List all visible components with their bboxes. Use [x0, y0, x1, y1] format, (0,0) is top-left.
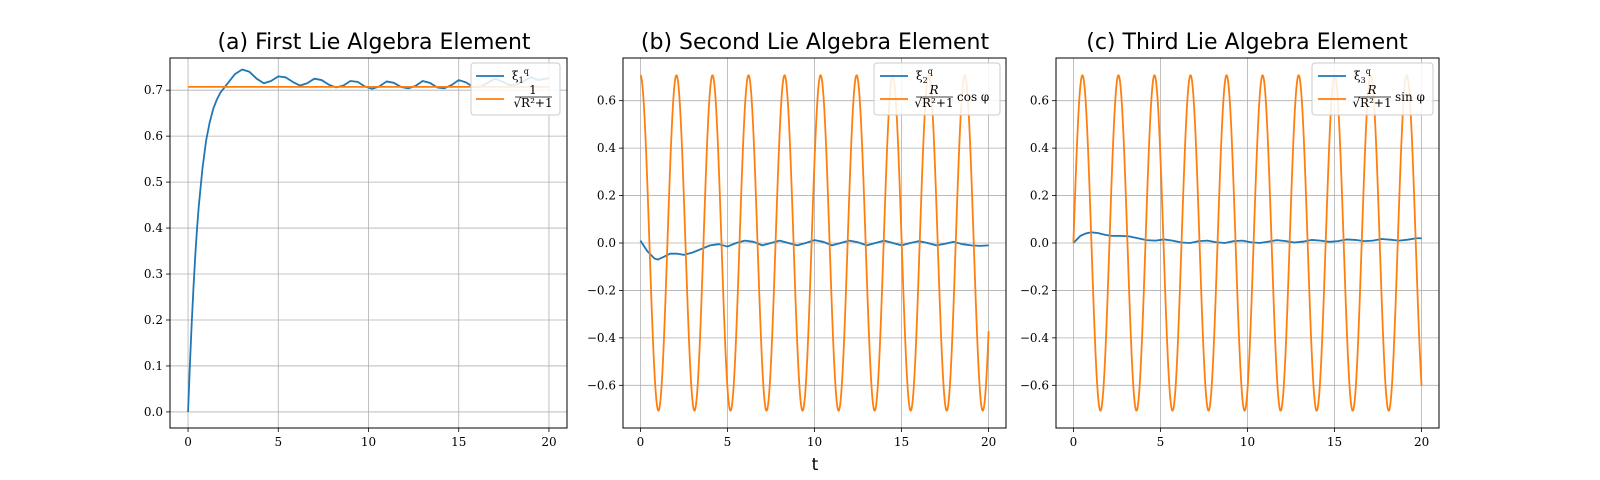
tick-labels: 0 5 10 15 20 0.0 0.1 0.2 0.3 0.4 0.5 0.6 0.7	[144, 83, 557, 449]
x-tick-label: 20	[981, 435, 996, 449]
svg-text:cos φ: cos φ	[957, 90, 989, 104]
x-tick-label: 10	[807, 435, 822, 449]
y-tick-label: 0.2	[144, 313, 163, 327]
y-tick-label: −0.4	[587, 331, 617, 345]
grid	[623, 58, 1006, 428]
y-tick-label: −0.2	[1020, 283, 1049, 297]
x-tick-label: 10	[361, 435, 376, 449]
y-tick-label: −0.2	[587, 283, 616, 297]
x-tick-label: 10	[1240, 435, 1255, 449]
y-tick-label: −0.4	[1020, 331, 1050, 345]
y-tick-label: 0.0	[1030, 236, 1049, 250]
y-tick-label: 0.2	[597, 189, 616, 203]
x-tick-label: 5	[274, 435, 282, 449]
x-tick-label: 0	[637, 435, 645, 449]
tick-labels: 0 5 10 15 20 −0.6 −0.4 −0.2 0.0 0.2 0.4 0.6	[587, 94, 996, 449]
y-tick-label: 0.0	[597, 236, 616, 250]
x-tick-label: 20	[541, 435, 556, 449]
series-line-1	[1072, 231, 1422, 244]
y-tick-label: 0.0	[144, 405, 163, 419]
subplot-c: (c) Third Lie Algebra Element 0 5 10 15 20 −0…	[1020, 30, 1440, 449]
y-tick-label: 0.5	[144, 175, 163, 189]
series-line-1	[639, 239, 989, 261]
y-tick-label: 0.6	[1030, 94, 1049, 108]
x-tick-label: 0	[184, 435, 192, 449]
legend: ξ3q R √R²+1 sin φ	[1311, 62, 1434, 116]
y-tick-label: 0.3	[144, 267, 163, 281]
series-group	[1072, 74, 1423, 412]
subplot-b: (b) Second Lie Algebra Element 0 5 10 15 20 −…	[587, 30, 1007, 475]
svg-text:√R²+1: √R²+1	[513, 96, 552, 110]
y-tick-label: 0.7	[144, 83, 163, 97]
svg-text:R: R	[928, 83, 938, 97]
legend-label-inv-norm: 1 √R²+1	[513, 83, 552, 110]
svg-text:sin φ: sin φ	[1395, 90, 1425, 104]
legend: ξ2q R √R²+1 cos φ	[873, 62, 1001, 116]
svg-text:1: 1	[529, 83, 537, 97]
y-tick-label: 0.6	[597, 94, 616, 108]
svg-text:R: R	[1366, 83, 1376, 97]
legend: ξ1q 1 √R²+1	[470, 62, 561, 116]
y-tick-label: −0.6	[1020, 378, 1049, 392]
y-tick-label: 0.4	[597, 141, 616, 155]
subplot-title: (a) First Lie Algebra Element	[217, 30, 530, 55]
svg-text:√R²+1: √R²+1	[1352, 96, 1391, 110]
series-line-2	[1072, 74, 1423, 412]
x-tick-label: 5	[724, 435, 732, 449]
x-tick-label: 15	[451, 435, 466, 449]
x-tick-label: 0	[1070, 435, 1078, 449]
x-tick-label: 15	[894, 435, 909, 449]
y-tick-label: 0.4	[144, 221, 163, 235]
x-tick-label: 5	[1157, 435, 1165, 449]
x-axis-label: t	[812, 455, 819, 475]
subplot-a: (a) First Lie Algebra Element 0 5 10 15 20 0.…	[144, 30, 568, 449]
legend-label-cos: R √R²+1 cos φ	[914, 83, 989, 110]
y-tick-label: 0.2	[1030, 189, 1049, 203]
grid	[1056, 58, 1439, 428]
tick-labels: 0 5 10 15 20 −0.6 −0.4 −0.2 0.0 0.2 0.4 0.6	[1020, 94, 1429, 449]
y-tick-label: −0.6	[587, 378, 616, 392]
x-tick-label: 20	[1414, 435, 1429, 449]
y-tick-label: 0.4	[1030, 141, 1049, 155]
y-tick-label: 0.1	[144, 359, 163, 373]
subplot-title: (b) Second Lie Algebra Element	[641, 30, 990, 55]
svg-text:√R²+1: √R²+1	[914, 96, 953, 110]
legend-label-sin: R √R²+1 sin φ	[1352, 83, 1425, 110]
x-tick-label: 15	[1327, 435, 1342, 449]
subplot-title: (c) Third Lie Algebra Element	[1086, 30, 1408, 55]
y-tick-label: 0.6	[144, 129, 163, 143]
